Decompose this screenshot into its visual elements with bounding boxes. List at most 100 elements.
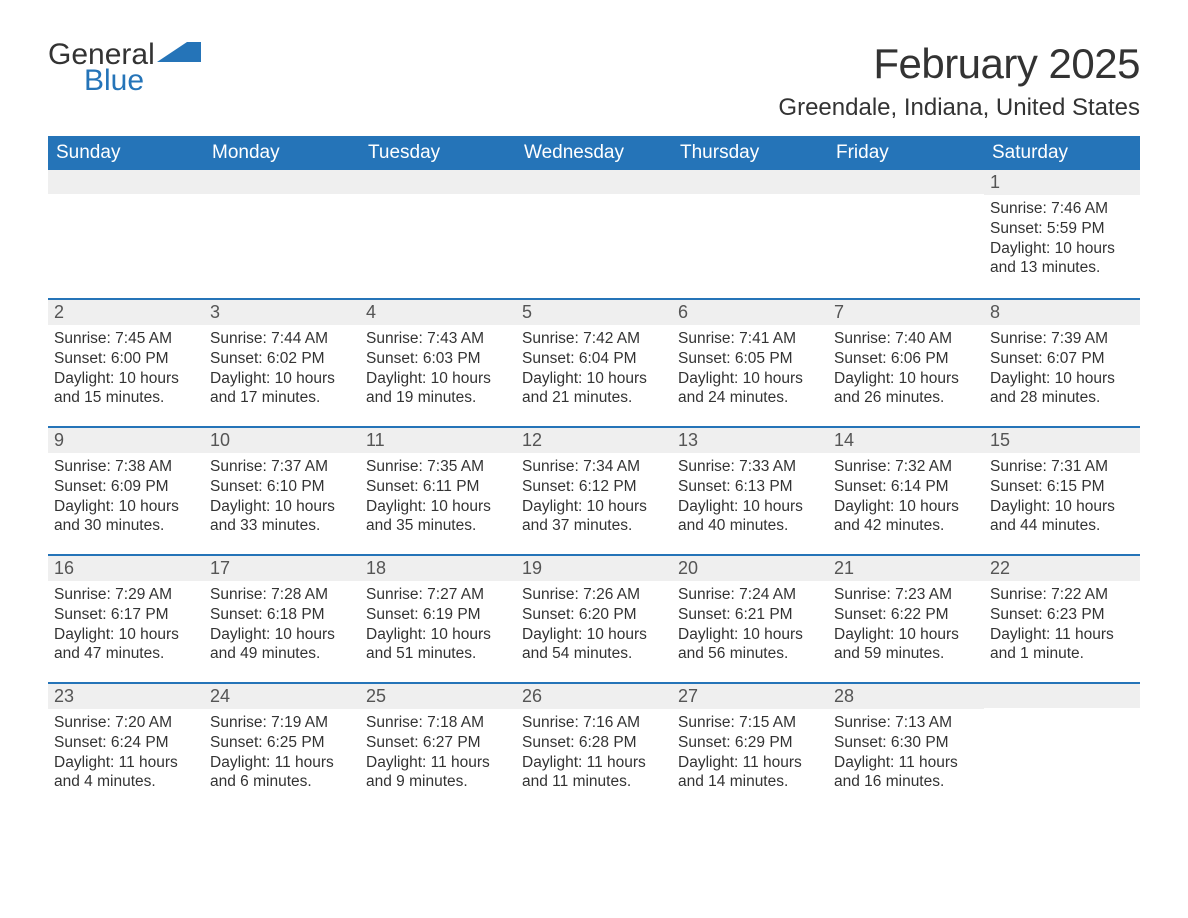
day-cell: 18Sunrise: 7:27 AMSunset: 6:19 PMDayligh… — [360, 556, 516, 682]
day-body: Sunrise: 7:24 AMSunset: 6:21 PMDaylight:… — [672, 581, 828, 674]
sunrise-line: Sunrise: 7:15 AM — [678, 713, 822, 733]
day-body: Sunrise: 7:33 AMSunset: 6:13 PMDaylight:… — [672, 453, 828, 546]
day-body: Sunrise: 7:45 AMSunset: 6:00 PMDaylight:… — [48, 325, 204, 418]
day-cell: 11Sunrise: 7:35 AMSunset: 6:11 PMDayligh… — [360, 428, 516, 554]
day-cell: 21Sunrise: 7:23 AMSunset: 6:22 PMDayligh… — [828, 556, 984, 682]
day-cell: 9Sunrise: 7:38 AMSunset: 6:09 PMDaylight… — [48, 428, 204, 554]
sunrise-line: Sunrise: 7:19 AM — [210, 713, 354, 733]
day-number: 24 — [204, 684, 360, 709]
sunset-line: Sunset: 6:00 PM — [54, 349, 198, 369]
daylight-line: Daylight: 10 hours and 35 minutes. — [366, 497, 510, 537]
daylight-line: Daylight: 10 hours and 13 minutes. — [990, 239, 1134, 279]
weekday-header: Monday — [204, 136, 360, 170]
daylight-line: Daylight: 10 hours and 33 minutes. — [210, 497, 354, 537]
day-body: Sunrise: 7:29 AMSunset: 6:17 PMDaylight:… — [48, 581, 204, 674]
day-number: 18 — [360, 556, 516, 581]
week-row: 2Sunrise: 7:45 AMSunset: 6:00 PMDaylight… — [48, 298, 1140, 426]
sunrise-line: Sunrise: 7:45 AM — [54, 329, 198, 349]
sunrise-line: Sunrise: 7:26 AM — [522, 585, 666, 605]
day-cell: 13Sunrise: 7:33 AMSunset: 6:13 PMDayligh… — [672, 428, 828, 554]
sunrise-line: Sunrise: 7:22 AM — [990, 585, 1134, 605]
day-body: Sunrise: 7:27 AMSunset: 6:19 PMDaylight:… — [360, 581, 516, 674]
sunset-line: Sunset: 5:59 PM — [990, 219, 1134, 239]
empty-day-cell — [516, 170, 672, 298]
day-body: Sunrise: 7:16 AMSunset: 6:28 PMDaylight:… — [516, 709, 672, 802]
day-cell: 27Sunrise: 7:15 AMSunset: 6:29 PMDayligh… — [672, 684, 828, 810]
day-body: Sunrise: 7:42 AMSunset: 6:04 PMDaylight:… — [516, 325, 672, 418]
sunset-line: Sunset: 6:23 PM — [990, 605, 1134, 625]
day-cell: 24 Sunrise: 7:19 AMSunset: 6:25 PMDayligh… — [204, 684, 360, 810]
day-cell: 6Sunrise: 7:41 AMSunset: 6:05 PMDaylight… — [672, 300, 828, 426]
day-cell: 4Sunrise: 7:43 AMSunset: 6:03 PMDaylight… — [360, 300, 516, 426]
sunset-line: Sunset: 6:25 PM — [210, 733, 354, 753]
daylight-line: Daylight: 11 hours and 4 minutes. — [54, 753, 198, 793]
daylight-line: Daylight: 10 hours and 51 minutes. — [366, 625, 510, 665]
daylight-line: Daylight: 10 hours and 30 minutes. — [54, 497, 198, 537]
title-block: February 2025 Greendale, Indiana, United… — [778, 40, 1140, 122]
daylight-line: Daylight: 10 hours and 24 minutes. — [678, 369, 822, 409]
empty-day-bar — [828, 170, 984, 194]
sunset-line: Sunset: 6:29 PM — [678, 733, 822, 753]
day-cell: 3Sunrise: 7:44 AMSunset: 6:02 PMDaylight… — [204, 300, 360, 426]
sunset-line: Sunset: 6:15 PM — [990, 477, 1134, 497]
day-body: Sunrise: 7:39 AMSunset: 6:07 PMDaylight:… — [984, 325, 1140, 418]
empty-day-cell — [672, 170, 828, 298]
day-body: Sunrise: 7:31 AMSunset: 6:15 PMDaylight:… — [984, 453, 1140, 546]
day-number: 26 — [516, 684, 672, 709]
day-number: 2 — [48, 300, 204, 325]
day-body: Sunrise: 7:37 AMSunset: 6:10 PMDaylight:… — [204, 453, 360, 546]
sunset-line: Sunset: 6:19 PM — [366, 605, 510, 625]
day-number: 1 — [984, 170, 1140, 195]
daylight-line: Daylight: 10 hours and 54 minutes. — [522, 625, 666, 665]
day-body: Sunrise: 7:20 AMSunset: 6:24 PMDaylight:… — [48, 709, 204, 802]
sunset-line: Sunset: 6:22 PM — [834, 605, 978, 625]
day-number: 13 — [672, 428, 828, 453]
sunset-line: Sunset: 6:28 PM — [522, 733, 666, 753]
week-row: 23Sunrise: 7:20 AMSunset: 6:24 PMDayligh… — [48, 682, 1140, 810]
day-number: 12 — [516, 428, 672, 453]
sunrise-line: Sunrise: 7:31 AM — [990, 457, 1134, 477]
sunset-line: Sunset: 6:24 PM — [54, 733, 198, 753]
sunset-line: Sunset: 6:05 PM — [678, 349, 822, 369]
day-body: Sunrise: 7:34 AMSunset: 6:12 PMDaylight:… — [516, 453, 672, 546]
empty-day-bar — [984, 684, 1140, 708]
day-cell: 15Sunrise: 7:31 AMSunset: 6:15 PMDayligh… — [984, 428, 1140, 554]
day-cell: 8Sunrise: 7:39 AMSunset: 6:07 PMDaylight… — [984, 300, 1140, 426]
sunrise-line: Sunrise: 7:46 AM — [990, 199, 1134, 219]
calendar-grid: SundayMondayTuesdayWednesdayThursdayFrid… — [48, 136, 1140, 810]
sunrise-line: Sunrise: 7:42 AM — [522, 329, 666, 349]
empty-day-cell — [48, 170, 204, 298]
day-body: Sunrise: 7:32 AMSunset: 6:14 PMDaylight:… — [828, 453, 984, 546]
day-body: Sunrise: 7:35 AMSunset: 6:11 PMDaylight:… — [360, 453, 516, 546]
sunset-line: Sunset: 6:21 PM — [678, 605, 822, 625]
sunrise-line: Sunrise: 7:24 AM — [678, 585, 822, 605]
sunrise-line: Sunrise: 7:43 AM — [366, 329, 510, 349]
empty-day-cell — [204, 170, 360, 298]
day-cell: 23Sunrise: 7:20 AMSunset: 6:24 PMDayligh… — [48, 684, 204, 810]
empty-day-bar — [516, 170, 672, 194]
daylight-line: Daylight: 10 hours and 21 minutes. — [522, 369, 666, 409]
daylight-line: Daylight: 10 hours and 19 minutes. — [366, 369, 510, 409]
day-cell: 10Sunrise: 7:37 AMSunset: 6:10 PMDayligh… — [204, 428, 360, 554]
day-body: Sunrise: 7:28 AMSunset: 6:18 PMDaylight:… — [204, 581, 360, 674]
sunset-line: Sunset: 6:13 PM — [678, 477, 822, 497]
day-number: 3 — [204, 300, 360, 325]
day-body: Sunrise: 7:46 AMSunset: 5:59 PMDaylight:… — [984, 195, 1140, 288]
day-number: 16 — [48, 556, 204, 581]
week-row: 1Sunrise: 7:46 AMSunset: 5:59 PMDaylight… — [48, 170, 1140, 298]
day-number: 25 — [360, 684, 516, 709]
weekday-header: Wednesday — [516, 136, 672, 170]
day-number: 21 — [828, 556, 984, 581]
weekday-header: Thursday — [672, 136, 828, 170]
day-body: Sunrise: 7:23 AMSunset: 6:22 PMDaylight:… — [828, 581, 984, 674]
daylight-line: Daylight: 10 hours and 17 minutes. — [210, 369, 354, 409]
daylight-line: Daylight: 11 hours and 6 minutes. — [210, 753, 354, 793]
location-subtitle: Greendale, Indiana, United States — [778, 94, 1140, 122]
week-row: 9Sunrise: 7:38 AMSunset: 6:09 PMDaylight… — [48, 426, 1140, 554]
sunrise-line: Sunrise: 7:37 AM — [210, 457, 354, 477]
daylight-line: Daylight: 10 hours and 28 minutes. — [990, 369, 1134, 409]
sunset-line: Sunset: 6:06 PM — [834, 349, 978, 369]
day-number: 4 — [360, 300, 516, 325]
sunset-line: Sunset: 6:11 PM — [366, 477, 510, 497]
sunrise-line: Sunrise: 7:41 AM — [678, 329, 822, 349]
